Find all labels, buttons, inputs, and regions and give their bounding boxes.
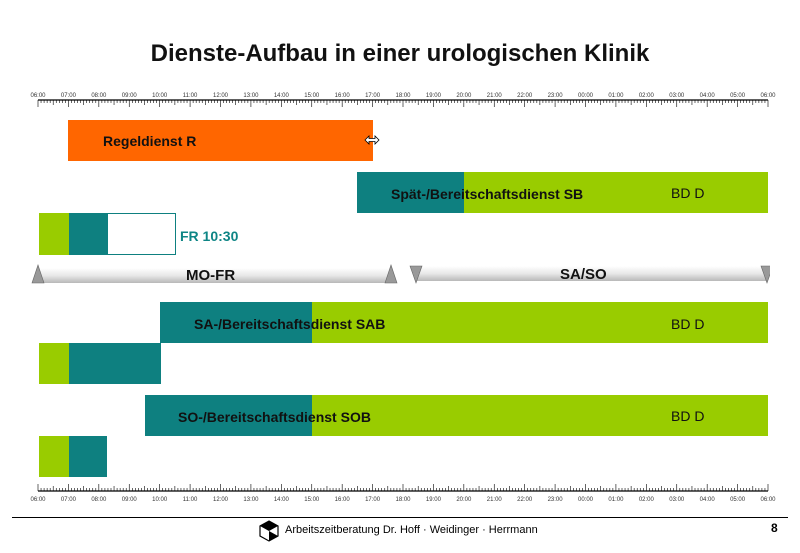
footer-company-text: Arbeitszeitberatung Dr. Hoff · Weidinger… xyxy=(285,524,538,536)
axis-tick-label: 05:00 xyxy=(730,93,746,99)
sob-green-segment xyxy=(312,395,768,436)
sob-sub-teal-segment xyxy=(69,436,107,477)
axis-tick-label: 04:00 xyxy=(700,497,716,503)
weekend-right-marker-icon xyxy=(760,265,770,284)
axis-tick-label: 03:00 xyxy=(669,497,685,503)
axis-tick-label: 18:00 xyxy=(395,497,411,503)
regeldienst-label: Regeldienst R xyxy=(103,133,197,149)
axis-tick-label: 23:00 xyxy=(548,93,564,99)
weekday-right-marker-icon xyxy=(384,264,398,284)
spaet-green-segment xyxy=(464,172,768,213)
resize-arrow-icon xyxy=(364,135,380,145)
axis-tick-label: 23:00 xyxy=(548,497,564,503)
axis-tick-label: 20:00 xyxy=(456,93,472,99)
axis-tick-label: 15:00 xyxy=(304,93,320,99)
fr-teal-segment xyxy=(69,213,107,255)
sab-label: SA-/Bereitschaftsdienst SAB xyxy=(194,316,386,332)
axis-tick-label: 17:00 xyxy=(365,497,381,503)
sab-sub-green-segment xyxy=(39,343,69,384)
time-axis-bottom: 06:00 07:00 08:00 09:00 10:00 11:00 12:00 13:00… xyxy=(30,484,776,503)
axis-tick-label: 06:00 xyxy=(30,93,46,99)
axis-tick-label: 06:00 xyxy=(760,93,776,99)
regeldienst-bar xyxy=(68,120,373,161)
axis-tick-label: 04:00 xyxy=(700,93,716,99)
axis-tick-label: 02:00 xyxy=(639,497,655,503)
axis-tick-label: 22:00 xyxy=(517,497,533,503)
axis-tick-label: 12:00 xyxy=(213,497,229,503)
footer-divider xyxy=(12,517,788,518)
weekday-period-label: MO-FR xyxy=(186,267,236,284)
spaet-teal-segment xyxy=(357,172,464,213)
axis-tick-label: 10:00 xyxy=(152,497,168,503)
axis-tick-label: 19:00 xyxy=(426,93,442,99)
axis-tick-label: 22:00 xyxy=(517,93,533,99)
axis-tick-label: 15:00 xyxy=(304,497,320,503)
sob-label: SO-/Bereitschaftsdienst SOB xyxy=(178,409,371,425)
axis-tick-label: 09:00 xyxy=(122,93,138,99)
axis-tick-label: 18:00 xyxy=(395,93,411,99)
time-axis-top: 06:00 07:00 08:00 09:00 10:00 11:00 12:00 13:00… xyxy=(30,93,776,107)
sob-sub-green-segment xyxy=(39,436,69,477)
axis-tick-label: 14:00 xyxy=(274,93,290,99)
company-logo-icon xyxy=(259,520,279,542)
spaet-label: Spät-/Bereitschaftsdienst SB xyxy=(391,186,584,202)
axis-tick-label: 08:00 xyxy=(91,497,107,503)
weekend-period-label: SA/SO xyxy=(560,266,607,283)
axis-tick-label: 11:00 xyxy=(183,93,198,99)
page-number: 8 xyxy=(771,521,778,535)
axis-tick-label: 21:00 xyxy=(487,497,503,503)
sab-teal-segment xyxy=(160,302,312,343)
axis-tick-label: 12:00 xyxy=(213,93,229,99)
axis-tick-label: 10:00 xyxy=(152,93,168,99)
axis-tick-label: 06:00 xyxy=(760,497,776,503)
axis-tick-label: 13:00 xyxy=(243,93,259,99)
spaet-bd-label: BD D xyxy=(671,185,705,201)
axis-tick-label: 05:00 xyxy=(730,497,746,503)
axis-tick-label: 17:00 xyxy=(365,93,381,99)
page-title: Dienste-Aufbau in einer urologischen Kli… xyxy=(150,40,650,67)
axis-tick-label: 16:00 xyxy=(335,93,351,99)
period-bars xyxy=(31,264,770,284)
weekday-period-bar xyxy=(38,268,390,283)
fr-green-segment xyxy=(39,213,69,255)
sob-bd-label: BD D xyxy=(671,408,705,424)
axis-tick-label: 13:00 xyxy=(243,497,259,503)
axis-tick-label: 00:00 xyxy=(578,93,594,99)
axis-tick-label: 09:00 xyxy=(122,497,138,503)
axis-tick-label: 03:00 xyxy=(669,93,685,99)
weekend-left-marker-icon xyxy=(409,265,423,284)
axis-tick-label: 06:00 xyxy=(30,497,46,503)
fr-label: FR 10:30 xyxy=(180,228,239,244)
weekend-period-bar xyxy=(415,266,767,281)
fr-outline-segment xyxy=(107,213,176,255)
sab-green-segment xyxy=(312,302,768,343)
axis-tick-label: 19:00 xyxy=(426,497,442,503)
axis-tick-label: 07:00 xyxy=(61,497,77,503)
axis-tick-label: 16:00 xyxy=(335,497,351,503)
weekday-left-marker-icon xyxy=(31,264,45,284)
axis-tick-label: 02:00 xyxy=(639,93,655,99)
sab-sub-teal-segment xyxy=(69,343,161,384)
axis-tick-label: 07:00 xyxy=(61,93,77,99)
axis-tick-label: 20:00 xyxy=(456,497,472,503)
sob-teal-segment xyxy=(145,395,312,436)
axis-tick-label: 01:00 xyxy=(608,93,624,99)
axis-tick-label: 08:00 xyxy=(91,93,107,99)
axis-tick-label: 01:00 xyxy=(608,497,624,503)
sab-bd-label: BD D xyxy=(671,316,705,332)
axis-tick-label: 21:00 xyxy=(487,93,503,99)
axis-tick-label: 11:00 xyxy=(183,497,198,503)
axis-tick-label: 00:00 xyxy=(578,497,594,503)
axis-tick-label: 14:00 xyxy=(274,497,290,503)
